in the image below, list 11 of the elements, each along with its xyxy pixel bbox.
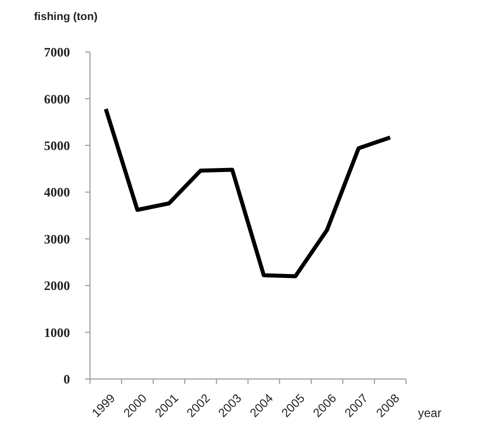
y-tick-label: 5000 [44,138,70,153]
y-axis-title: fishing (ton) [34,11,98,23]
y-tick-label: 4000 [44,184,70,200]
line-series [104,106,392,278]
y-tick-label: 3000 [44,231,70,246]
y-tick-label: 6000 [44,91,70,106]
y-tick-label: 7000 [44,44,70,60]
x-axis-title: year [418,406,442,420]
y-tick-label: 2000 [44,278,70,294]
y-tick-label: 0 [64,372,70,387]
y-tick-label: 1000 [44,324,70,340]
